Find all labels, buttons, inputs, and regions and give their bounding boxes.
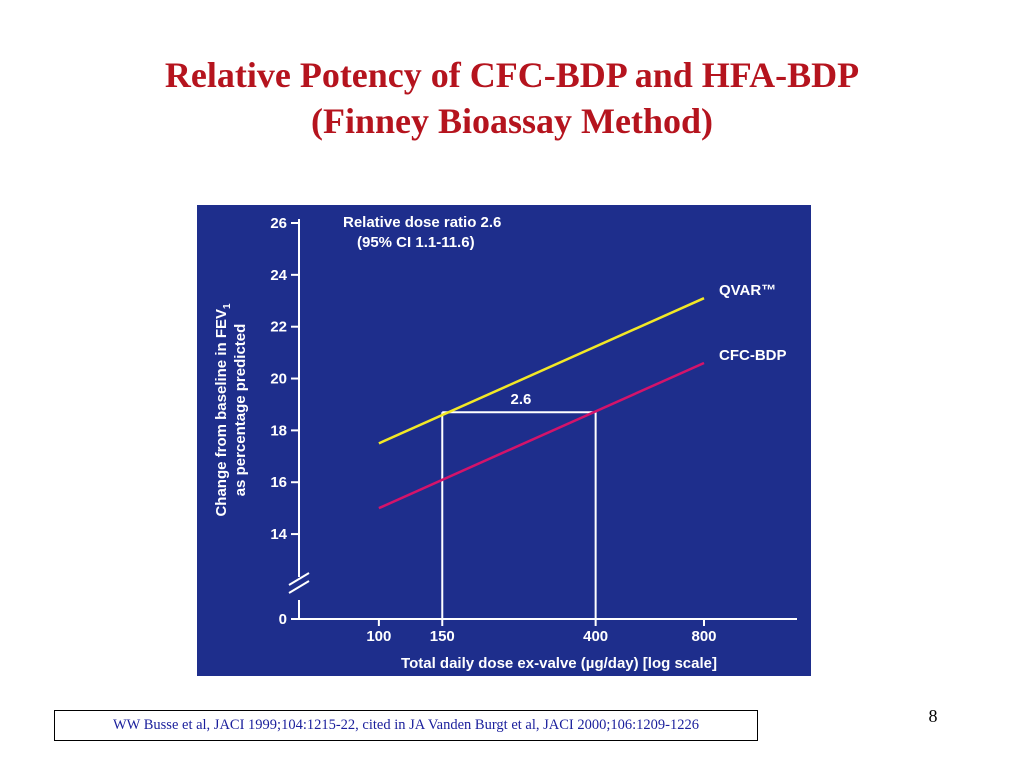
citation-box: WW Busse et al, JACI 1999;104:1215-22, c… (54, 710, 758, 741)
y-axis-break-mark-2 (288, 580, 310, 594)
y-tick-label-20: 20 (270, 371, 287, 388)
dose-response-chart: 0 14 16 18 20 22 24 26 100 150 400 800 Total daily d… (197, 205, 811, 676)
x-tick-label-150: 150 (430, 628, 455, 645)
x-tick-label-400: 400 (583, 628, 608, 645)
y-axis-label-line-2: as percentage predicted (232, 324, 249, 497)
y-axis-label-subscript: 1 (222, 303, 233, 309)
y-tick-label-26: 26 (270, 215, 287, 232)
y-tick-label-16: 16 (270, 474, 287, 491)
y-tick-label-0: 0 (279, 611, 287, 628)
y-tick-label-18: 18 (270, 422, 287, 439)
series-label-0: QVAR™ (719, 282, 776, 299)
annotation-line-1: Relative dose ratio 2.6 (343, 214, 501, 231)
chart-panel: 0 14 16 18 20 22 24 26 100 150 400 800 Total daily d… (197, 205, 811, 676)
y-axis-label-main: Change from baseline in FEV (213, 309, 230, 517)
series-label-1: CFC-BDP (719, 347, 787, 364)
y-axis-label-line-1: Change from baseline in FEV1 (213, 303, 233, 517)
slide-number: 8 (928, 706, 938, 726)
x-axis-label: Total daily dose ex-valve (µg/day) [log … (401, 655, 717, 672)
y-tick-label-24: 24 (270, 267, 287, 284)
x-tick-label-800: 800 (691, 628, 716, 645)
y-axis-break-mark-1 (288, 572, 310, 586)
x-tick-label-100: 100 (366, 628, 391, 645)
y-tick-label-14: 14 (270, 526, 287, 543)
slide-title: Relative Potency of CFC-BDP and HFA-BDP … (0, 52, 1024, 144)
y-tick-label-22: 22 (270, 319, 287, 336)
title-line-2: (Finney Bioassay Method) (310, 101, 713, 141)
ratio-label: 2.6 (511, 391, 532, 408)
chart-background (197, 205, 811, 676)
series-line-0 (378, 297, 705, 445)
title-line-1: Relative Potency of CFC-BDP and HFA-BDP (164, 55, 860, 95)
series-line-1 (378, 361, 705, 510)
annotation-line-2: (95% CI 1.1-11.6) (357, 234, 475, 251)
